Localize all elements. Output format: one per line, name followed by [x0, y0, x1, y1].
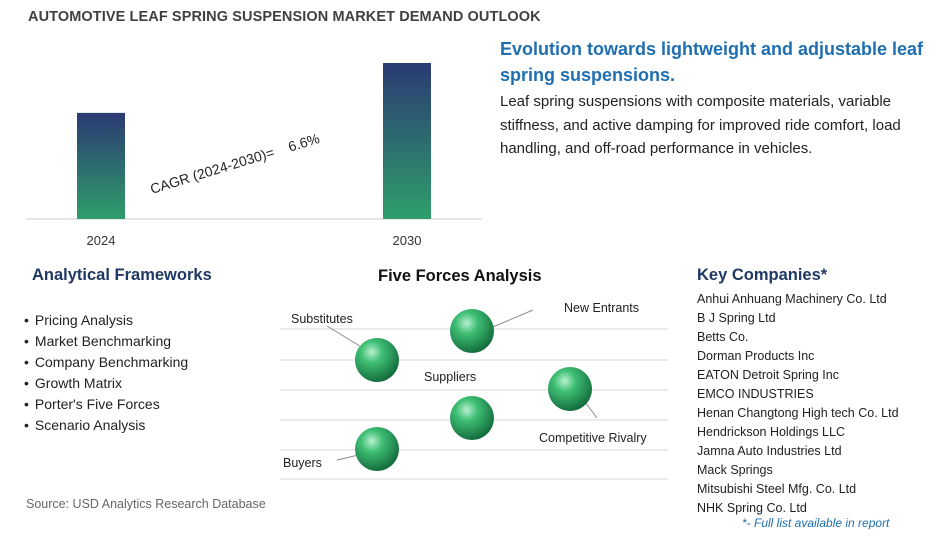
list-item: Mack Springs: [697, 463, 773, 477]
bar-2030: [383, 63, 431, 219]
connector-line: [584, 401, 598, 419]
x-tick-2030: 2030: [393, 233, 422, 248]
label-suppliers: Suppliers: [424, 370, 476, 384]
list-item: Scenario Analysis: [24, 415, 188, 436]
page-title: AUTOMOTIVE LEAF SPRING SUSPENSION MARKET…: [28, 9, 541, 25]
list-item: Betts Co.: [697, 330, 749, 344]
list-item: EMCO INDUSTRIES: [697, 387, 814, 401]
list-item: Dorman Products Inc: [697, 349, 815, 363]
list-item: B J Spring Ltd: [697, 311, 776, 325]
bar-2024: [77, 112, 125, 219]
sphere-buyers: [355, 427, 399, 471]
list-item: Pricing Analysis: [24, 310, 188, 331]
five-forces-title: Five Forces Analysis: [378, 267, 542, 285]
label-new-entrants: New Entrants: [564, 301, 639, 315]
list-item: Jamna Auto Industries Ltd: [697, 444, 842, 458]
connector-line: [492, 309, 534, 328]
list-item: Henan Changtong High tech Co. Ltd: [697, 406, 899, 420]
analytical-frameworks-list: Pricing Analysis Market Benchmarking Com…: [24, 310, 188, 436]
list-item: Hendrickson Holdings LLC: [697, 425, 845, 439]
five-forces-diagram: Substitutes New Entrants Suppliers Compe…: [280, 301, 668, 480]
label-competitive-rivalry: Competitive Rivalry: [539, 431, 647, 445]
connector-line: [326, 325, 364, 349]
list-item: Company Benchmarking: [24, 352, 188, 373]
list-item: Porter's Five Forces: [24, 394, 188, 415]
cagr-annotation: CAGR (2024-2030)= 6.6%: [148, 130, 321, 197]
analytical-frameworks-title: Analytical Frameworks: [32, 266, 212, 284]
list-item: Anhui Anhuang Machinery Co. Ltd: [697, 292, 887, 306]
sphere-competitive-rivalry: [548, 367, 592, 411]
key-companies-title: Key Companies*: [697, 266, 828, 284]
sphere-new-entrants: [450, 309, 494, 353]
label-buyers: Buyers: [283, 456, 322, 470]
full-list-note: *- Full list available in report: [742, 516, 890, 530]
list-item: Market Benchmarking: [24, 331, 188, 352]
x-tick-2024: 2024: [87, 233, 116, 248]
list-item: NHK Spring Co. Ltd: [697, 501, 807, 515]
list-item: Growth Matrix: [24, 373, 188, 394]
list-item: Mitsubishi Steel Mfg. Co. Ltd: [697, 482, 857, 496]
source-note: Source: USD Analytics Research Database: [26, 497, 266, 511]
list-item: EATON Detroit Spring Inc: [697, 368, 839, 382]
label-substitutes: Substitutes: [291, 312, 353, 326]
market-bar-chart: 2024 2030 CAGR (2024-2030)= 6.6%: [26, 63, 482, 248]
insight-headline: Evolution towards lightweight and adjust…: [500, 39, 924, 85]
sphere-suppliers: [450, 396, 494, 440]
sphere-substitutes: [355, 338, 399, 382]
insight-description: Leaf spring suspensions with composite m…: [500, 93, 901, 157]
key-companies-list: Anhui Anhuang Machinery Co. Ltd B J Spri…: [697, 290, 899, 518]
